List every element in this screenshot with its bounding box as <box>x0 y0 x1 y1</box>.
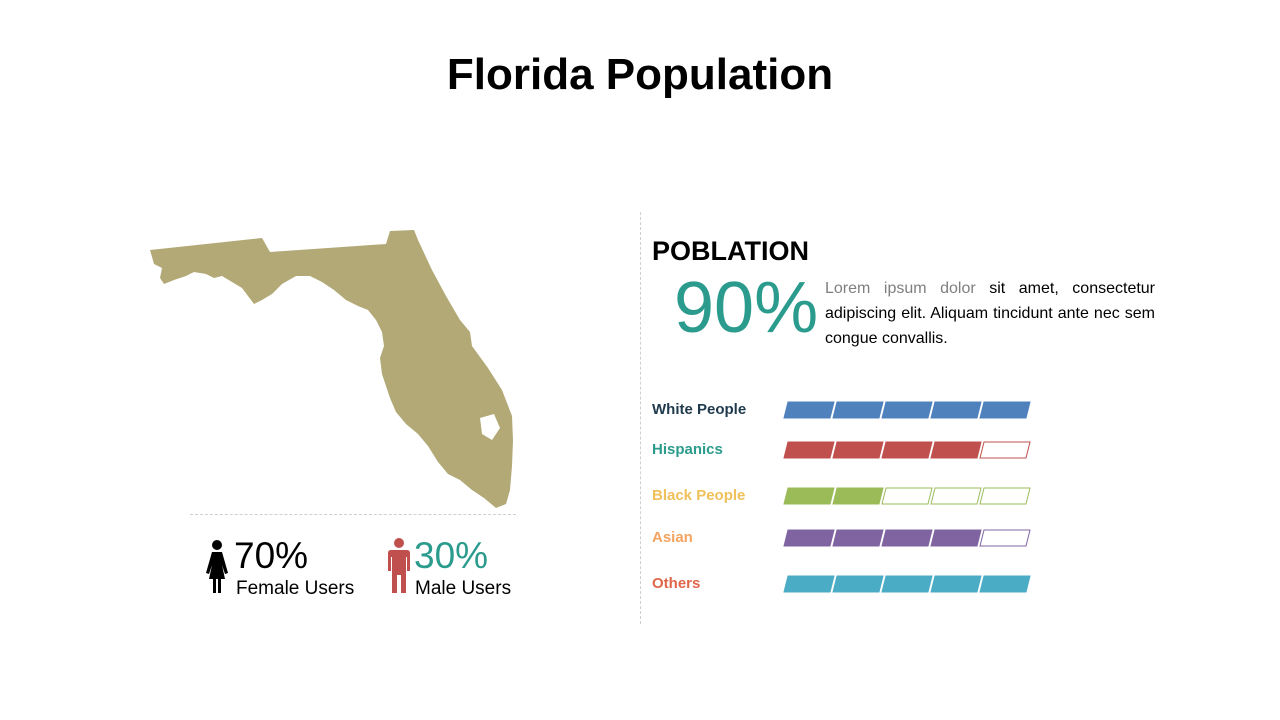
bar-segment-filled <box>832 401 884 419</box>
population-description: Lorem ipsum dolor sit amet, consectetur … <box>825 276 1155 351</box>
female-label: Female Users <box>236 578 355 599</box>
group-row: Others <box>652 574 1052 594</box>
bar-segment-filled <box>930 529 982 547</box>
column-divider <box>640 212 641 624</box>
bar-segment-filled <box>783 441 835 459</box>
population-heading: POBLATION <box>652 236 809 266</box>
bar-segment-empty <box>930 487 982 505</box>
bar-segment-filled <box>832 487 884 505</box>
bar-segment-filled <box>783 529 835 547</box>
bar-segment-filled <box>930 575 982 593</box>
group-bar <box>783 401 1031 419</box>
page-title: Florida Population <box>446 50 834 99</box>
bar-segment-empty <box>979 441 1031 459</box>
bar-segment-filled <box>783 487 835 505</box>
bar-segment-filled <box>832 575 884 593</box>
description-rest: sit amet, consectetur adipiscing elit. A… <box>825 280 1156 347</box>
group-label: Hispanics <box>652 441 723 458</box>
bar-segment-filled <box>881 401 933 419</box>
bar-segment-filled <box>832 529 884 547</box>
male-icon <box>388 538 410 593</box>
group-label: Asian <box>652 529 693 546</box>
population-percent: 90% <box>674 268 819 348</box>
bar-segment-filled <box>881 529 933 547</box>
group-label: Others <box>652 575 701 592</box>
bar-segment-filled <box>881 441 933 459</box>
bar-segment-filled <box>979 401 1031 419</box>
bar-segment-empty <box>979 487 1031 505</box>
bar-segment-filled <box>783 401 835 419</box>
group-row: Asian <box>652 528 1052 548</box>
map-divider <box>190 514 516 515</box>
male-percent: 30% <box>414 535 489 576</box>
bar-segment-filled <box>783 575 835 593</box>
bar-segment-filled <box>930 441 982 459</box>
group-row: Hispanics <box>652 440 1052 460</box>
bar-segment-filled <box>832 441 884 459</box>
description-muted: Lorem ipsum dolor <box>825 280 976 297</box>
group-bar <box>783 441 1031 459</box>
female-icon <box>206 540 228 593</box>
bar-segment-empty <box>881 487 933 505</box>
florida-map <box>150 230 513 508</box>
bar-segment-filled <box>930 401 982 419</box>
group-label: White People <box>652 401 747 418</box>
group-label: Black People <box>652 487 746 504</box>
bar-segment-filled <box>881 575 933 593</box>
female-percent: 70% <box>234 535 309 576</box>
group-bar <box>783 487 1031 505</box>
group-row: White People <box>652 400 1052 420</box>
male-label: Male Users <box>415 578 512 599</box>
group-bar <box>783 575 1031 593</box>
group-row: Black People <box>652 486 1052 506</box>
bar-segment-empty <box>979 529 1031 547</box>
group-bar <box>783 529 1031 547</box>
bar-segment-filled <box>979 575 1031 593</box>
